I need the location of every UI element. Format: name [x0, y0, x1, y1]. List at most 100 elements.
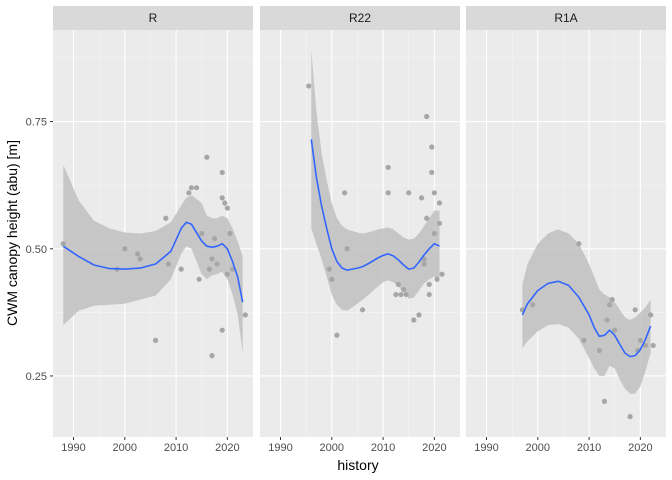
y-tick-label: 0.75 — [26, 117, 47, 129]
data-point — [648, 312, 654, 318]
x-tick-label: 1990 — [61, 442, 85, 454]
data-point — [242, 312, 248, 318]
x-axis-title: history — [337, 457, 378, 473]
data-point — [429, 169, 435, 176]
data-point — [393, 291, 399, 298]
data-point — [186, 190, 192, 196]
data-point — [306, 83, 312, 89]
data-point — [431, 230, 437, 237]
data-point — [342, 190, 348, 196]
data-point — [424, 113, 430, 120]
data-point — [398, 291, 404, 298]
x-tick-label: 2020 — [628, 442, 652, 454]
data-point — [204, 154, 210, 160]
data-point — [642, 342, 649, 349]
data-point — [400, 286, 407, 293]
data-point — [329, 276, 335, 282]
data-point — [637, 337, 643, 343]
data-point — [211, 235, 218, 242]
smooth-line — [521, 280, 652, 358]
data-point — [385, 190, 391, 196]
x-tick-label: 2010 — [577, 442, 601, 454]
x-tick-label: 2020 — [215, 442, 239, 454]
x-tick-label: 2000 — [320, 442, 344, 454]
data-point — [188, 185, 195, 191]
facet-strip — [466, 6, 666, 30]
data-point — [206, 266, 213, 272]
data-point — [344, 246, 350, 252]
data-point — [219, 195, 225, 201]
data-point — [431, 190, 437, 196]
data-point — [224, 271, 230, 277]
x-axes: 1990 2000 2010 2020 1990 2000 2010 2020 1990 2000… — [61, 437, 653, 454]
y-tick-label: 0.50 — [26, 244, 47, 256]
data-point — [224, 205, 230, 211]
data-point — [395, 281, 402, 287]
data-point — [606, 302, 613, 308]
data-point — [334, 332, 340, 338]
data-point — [650, 342, 656, 349]
data-point — [426, 281, 432, 287]
facet-strip-label: R — [149, 11, 158, 25]
confidence-ribbon — [311, 50, 440, 311]
data-point — [163, 215, 169, 221]
data-point — [122, 246, 128, 252]
x-tick-label: 1990 — [474, 442, 498, 454]
facet-panel-r22: R22 — [260, 6, 460, 437]
data-point — [326, 266, 332, 272]
y-axis: 0.25 0.50 0.75 — [26, 117, 53, 383]
y-tick-label: 0.25 — [26, 371, 47, 383]
data-point — [581, 337, 587, 343]
data-point — [576, 241, 582, 247]
data-point — [416, 312, 422, 318]
x-axis-r1a: 1990 2000 2010 2020 — [474, 437, 653, 454]
y-axis-title: CWM canopy height (abu) [m] — [4, 140, 20, 326]
x-tick-label: 2000 — [113, 442, 137, 454]
data-point — [152, 337, 159, 343]
data-point — [359, 307, 366, 313]
data-point — [596, 347, 602, 354]
data-point — [137, 256, 143, 262]
data-point — [199, 230, 205, 237]
data-point — [411, 317, 417, 323]
data-point — [436, 200, 443, 206]
data-point — [429, 144, 435, 150]
data-point — [193, 185, 200, 191]
facet-strip-label: R22 — [349, 11, 371, 25]
data-point — [403, 291, 409, 298]
data-point — [385, 164, 391, 170]
data-point — [209, 256, 215, 262]
facet-strip-label: R1A — [554, 11, 577, 25]
data-point — [421, 261, 427, 267]
data-point — [406, 190, 412, 196]
data-point — [632, 307, 638, 313]
x-axis-r22: 1990 2000 2010 2020 — [268, 437, 447, 454]
data-point — [439, 271, 445, 277]
data-point — [530, 302, 536, 308]
data-point — [135, 251, 141, 257]
x-tick-label: 2000 — [526, 442, 550, 454]
x-tick-label: 2010 — [371, 442, 395, 454]
data-point — [165, 261, 171, 267]
data-point — [426, 291, 432, 298]
data-point — [219, 327, 225, 333]
data-point — [196, 276, 202, 282]
x-tick-label: 2020 — [422, 442, 446, 454]
data-point — [436, 220, 443, 226]
data-point — [604, 317, 610, 323]
facet-panels: R R22 R1A — [53, 6, 666, 437]
data-point — [214, 261, 220, 267]
data-point — [609, 297, 615, 303]
data-point — [60, 241, 66, 247]
data-point — [601, 398, 608, 404]
data-point — [627, 414, 633, 420]
confidence-ribbon — [63, 164, 243, 354]
data-point — [209, 353, 215, 359]
data-point — [418, 195, 425, 201]
x-axis-r: 1990 2000 2010 2020 — [61, 437, 240, 454]
data-point — [219, 169, 225, 176]
smooth-line — [62, 221, 244, 303]
facet-strip — [260, 6, 460, 30]
data-point — [424, 215, 430, 221]
